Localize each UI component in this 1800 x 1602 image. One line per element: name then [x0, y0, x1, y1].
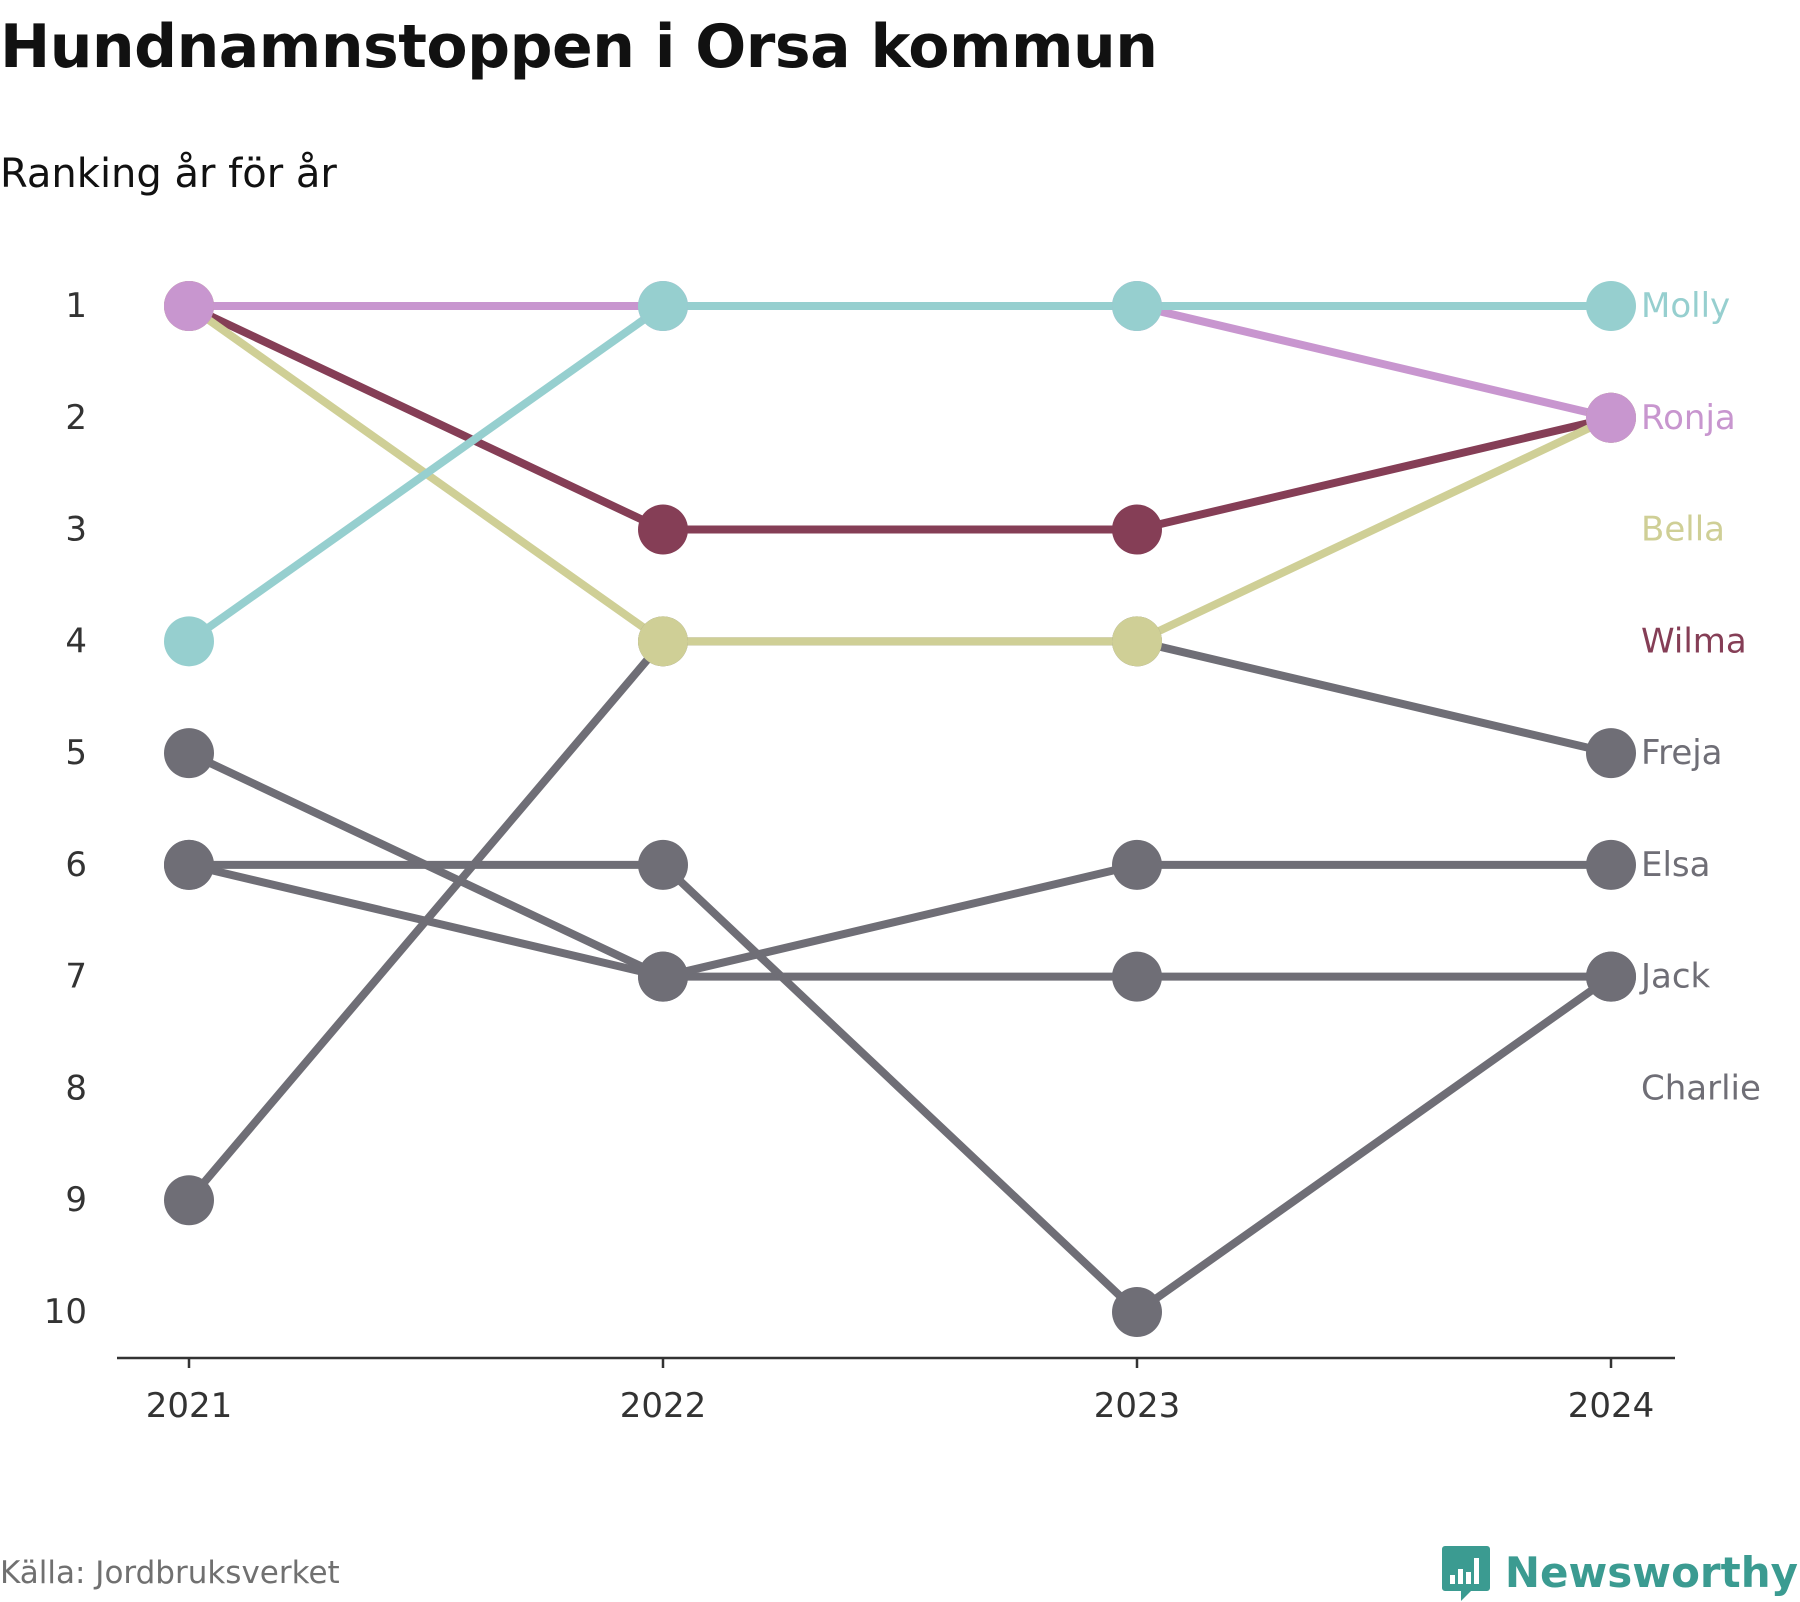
y-tick-label: 9 — [65, 1180, 87, 1220]
y-tick-label: 5 — [65, 733, 87, 773]
data-point-elsa-2023 — [1112, 839, 1162, 890]
series-end-label-wilma: Wilma — [1641, 621, 1747, 661]
data-point-freja-2024 — [1586, 951, 1636, 1002]
series-points — [164, 281, 1636, 1338]
y-tick-label: 3 — [65, 510, 87, 550]
data-point-wilma-2022 — [638, 504, 688, 555]
y-tick-label: 4 — [65, 621, 87, 661]
data-point-charlie-2024 — [1586, 728, 1636, 779]
data-point-molly-2022 — [638, 281, 688, 331]
series-end-label-bella: Bella — [1641, 510, 1725, 550]
y-tick-label: 10 — [44, 1292, 87, 1332]
series-line-wilma — [185, 302, 1615, 534]
series-end-label-jack: Jack — [1639, 957, 1711, 997]
series-end-label-ronja: Ronja — [1641, 398, 1736, 438]
y-tick-label: 1 — [65, 286, 87, 326]
data-point-freja-2023 — [1112, 1287, 1162, 1338]
series-lines — [185, 302, 1615, 1317]
series-end-label-molly: Molly — [1641, 286, 1730, 326]
data-point-elsa-2024 — [1586, 839, 1636, 890]
newsworthy-logo-icon — [1441, 1546, 1490, 1601]
series-line-ronja — [185, 302, 1615, 422]
series-end-label-elsa: Elsa — [1641, 845, 1710, 885]
data-point-wilma-2023 — [1112, 504, 1162, 555]
series-line-elsa — [185, 860, 1615, 981]
y-tick-label: 6 — [65, 845, 87, 885]
x-tick-label: 2023 — [1094, 1386, 1181, 1426]
chart-title: Hundnamnstoppen i Orsa kommun — [0, 12, 1158, 82]
data-point-ronja-2024 — [1586, 392, 1636, 443]
data-point-ronja-2021 — [164, 281, 214, 331]
data-point-molly-2024 — [1586, 281, 1636, 331]
x-tick-label: 2022 — [620, 1386, 707, 1426]
data-point-molly-2023 — [1112, 281, 1162, 331]
data-point-elsa-2022 — [638, 951, 688, 1002]
series-end-label-charlie: Charlie — [1641, 1068, 1761, 1108]
x-tick-label: 2021 — [146, 1386, 233, 1426]
series-line-molly — [185, 302, 1615, 646]
data-point-freja-2021 — [164, 839, 214, 890]
brand: Newsworthy — [1441, 1544, 1798, 1602]
data-point-molly-2021 — [164, 616, 214, 667]
chart-subtitle: Ranking år för år — [0, 151, 337, 197]
x-tick-label: 2024 — [1568, 1386, 1655, 1426]
data-point-jack-2021 — [164, 728, 214, 779]
axes: 1 2 3 4 5 6 7 8 9 10 2021 2022 2023 2024 — [44, 286, 1675, 1426]
data-point-charlie-2021 — [164, 1175, 214, 1226]
y-tick-label: 2 — [65, 398, 87, 438]
y-tick-label: 7 — [65, 957, 87, 997]
series-line-freja — [185, 860, 1615, 1317]
series-line-bella — [185, 302, 1615, 646]
series-end-label-freja: Freja — [1641, 733, 1723, 773]
data-point-jack-2023 — [1112, 951, 1162, 1002]
y-tick-label: 8 — [65, 1068, 87, 1108]
brand-name: Newsworthy — [1504, 1548, 1798, 1597]
data-point-bella-2023 — [1112, 616, 1162, 667]
data-point-freja-2022 — [638, 839, 688, 890]
data-point-bella-2022 — [638, 616, 688, 667]
source-note: Källa: Jordbruksverket — [0, 1555, 340, 1591]
series-end-labels: Molly Ronja Bella Wilma Freja Elsa Jack Charlie — [1639, 286, 1761, 1108]
